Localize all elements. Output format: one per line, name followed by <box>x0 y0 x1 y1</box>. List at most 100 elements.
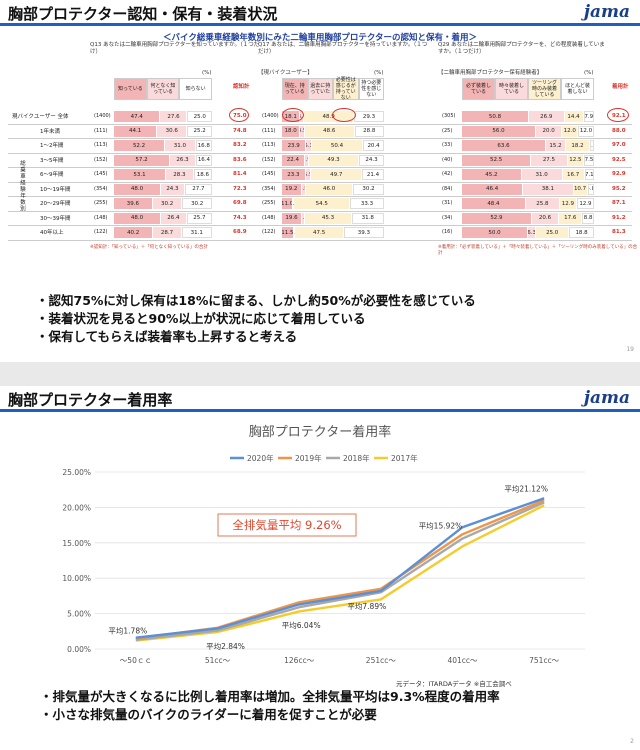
panel-0-question: Q13 あなたは二輪車用胸部プロテクターを知っていますか。（１つだけ） <box>90 42 260 55</box>
panel-1-seg-7-1: 3.4 <box>301 212 306 224</box>
bullet-2: ・装着状況を見ると90%以上が状況に応じて着用している <box>36 311 366 326</box>
annotation-0: 平均1.78% <box>108 625 147 635</box>
panel-0-seg-4-1: 28.3 <box>166 169 194 180</box>
xtick-label-0: ～50ｃｃ <box>120 656 152 665</box>
row-divider-0 <box>8 123 632 125</box>
panel-0-bar-6: 39.6 30.2 30.2 <box>114 198 212 209</box>
panel-0-total-8: 68.9 <box>233 229 247 235</box>
panel-2-seg-4-0: 45.2 <box>462 169 522 180</box>
series-line-3 <box>135 504 545 642</box>
panel-2-seg-2-1: 15.2 <box>545 140 566 151</box>
bullet-5: ・小さな排気量のバイクのライダーに着用を促すことが必要 <box>40 707 377 722</box>
panel-0-bar-7: 48.0 26.4 25.7 <box>114 212 212 224</box>
panel-0-seg-5-1: 24.3 <box>161 183 185 195</box>
panel-0-header-0: 知っている <box>114 78 147 100</box>
row-divider-5 <box>8 196 632 197</box>
panel-0-n-0: (1400) <box>94 113 111 119</box>
panel-0-bar-4: 53.1 28.3 18.6 <box>114 169 212 180</box>
panel-2-seg-8-0: 50.0 <box>462 227 528 238</box>
slide-1-bullets: ・認知75%に対し保有は18%に留まる、しかし約50%が必要性を感じている ・装… <box>36 292 476 346</box>
row-label-7: 30〜39年間 <box>40 215 71 222</box>
panel-0-header-1: 何となく知っている <box>146 78 180 100</box>
panel-1-n-2: (113) <box>262 142 276 148</box>
panel-1-seg-8-2: 47.5 <box>295 227 344 238</box>
legend-label-3: 2017年 <box>391 453 418 463</box>
jama-logo: jama <box>583 2 630 22</box>
panel-0-seg-3-2: 16.4 <box>195 154 212 166</box>
panel-0-seg-2-0: 52.2 <box>114 140 166 151</box>
panel-1-seg-2-3: 20.4 <box>363 140 384 151</box>
source-note: 元データ：ITARDAデータ ※自工会調べ <box>396 680 512 688</box>
panel-1-n-0: (1400) <box>262 113 279 119</box>
page-number-1: 19 <box>626 346 634 353</box>
panel-0-total-2: 83.2 <box>233 142 247 148</box>
panel-1-seg-0-3: 29.3 <box>354 111 384 122</box>
panel-1-header-1: 過去に持っていた <box>307 78 333 100</box>
ytick-label-1: 5.00% <box>67 610 91 619</box>
row-divider-4 <box>8 181 632 183</box>
panel-1-seg-4-1: 5.5 <box>305 169 312 180</box>
series-line-0 <box>135 497 545 639</box>
panel-2-seg-6-2: 12.9 <box>559 198 577 209</box>
panel-1-question: Q17 あなたは、二輪車用胸部プロテクターを持っていますか。（１つだけ） <box>258 42 428 55</box>
xtick-label-4: 401cc～ <box>447 656 478 665</box>
panel-0-n-2: (113) <box>94 142 108 148</box>
panel-1-seg-2-0: 23.9 <box>282 140 307 151</box>
panel-1-seg-1-0: 18.0 <box>282 125 301 137</box>
annotation-3: 平均7.89% <box>347 601 386 611</box>
panel-1-bar-4: 23.35.549.721.4 <box>282 169 384 180</box>
panel-0-n-1: (111) <box>94 127 108 134</box>
panel-0-total-6: 69.8 <box>233 200 247 206</box>
row-label-total: 現バイクユーザー 全体 <box>12 114 69 120</box>
panel-1-seg-8-3: 39.3 <box>343 227 384 238</box>
annotation-2: 平均6.04% <box>282 620 321 630</box>
panel-2-header-0: 必ず装着している <box>462 78 495 100</box>
row-divider-8 <box>8 239 632 241</box>
panel-0-pct: (%) <box>202 70 212 76</box>
slide-gap <box>0 362 640 386</box>
panel-1-seg-2-1: 5.3 <box>306 140 312 151</box>
panel-2-group: 【二輪車用胸部プロテクター保有経験者】 <box>438 70 543 76</box>
slide-1: 胸部プロテクター認知・保有・装着状況 jama ＜バイク総乗車経験年数別にみた二… <box>0 0 640 362</box>
row-label-4: 6〜9年間 <box>40 172 64 178</box>
panel-1-seg-7-2: 45.3 <box>305 212 352 224</box>
panel-2-seg-7-2: 17.6 <box>559 212 583 224</box>
panel-1-n-5: (354) <box>262 185 276 192</box>
annotation-5: 平均21.12% <box>504 483 548 493</box>
panel-2-n-6: (31) <box>442 200 453 206</box>
panel-2-seg-5-1: 38.1 <box>523 183 574 195</box>
vertical-years-label: 総乗車経験年数別 <box>19 160 25 212</box>
ytick-label-4: 20.00% <box>62 503 91 512</box>
panel-1-seg-6-2: 54.5 <box>294 198 351 209</box>
slide-1-header: 胸部プロテクター認知・保有・装着状況 jama <box>0 0 640 26</box>
panel-1-seg-4-2: 49.7 <box>311 169 363 180</box>
row-divider-3 <box>8 167 632 168</box>
panel-2-note: ※着用計：「必ず装着している」＋「時々装着している」＋「ツーリング時のみ装着して… <box>438 244 638 256</box>
panel-2-bar-8: 50.0 6.3 25.0 18.8 <box>462 227 594 238</box>
panel-0-seg-4-2: 18.6 <box>193 169 212 180</box>
panel-2-seg-5-2: 10.7 <box>573 183 588 195</box>
panel-0-bar-1: 44.1 30.6 25.2 <box>114 125 212 137</box>
panel-1-seg-4-0: 23.3 <box>282 169 306 180</box>
panel-2-total-7: 91.2 <box>612 214 626 221</box>
panel-1-seg-7-3: 31.8 <box>351 212 384 224</box>
panel-2-bar-4: 45.2 31.0 16.7 7.1 <box>462 169 594 180</box>
panel-2-total-5: 95.2 <box>612 185 626 192</box>
panel-1-n-3: (152) <box>262 156 276 163</box>
panel-0-seg-6-0: 39.6 <box>114 198 153 209</box>
highlight-circle-4 <box>607 108 629 122</box>
panel-1-seg-6-0: 11.0 <box>282 198 294 209</box>
slide-2-header: 胸部プロテクター着用率 jama <box>0 386 640 412</box>
jama-logo-2: jama <box>583 388 630 408</box>
panel-2-bar-0: 50.8 26.9 14.4 7.9 <box>462 111 594 122</box>
panel-1-bar-8: 11.51.647.539.3 <box>282 227 384 238</box>
panel-2-seg-3-0: 52.5 <box>462 154 532 166</box>
series-line-2 <box>135 501 545 641</box>
ytick-label-5: 25.00% <box>62 468 91 477</box>
panel-2-seg-8-1: 6.3 <box>527 227 537 238</box>
panel-0-seg-6-2: 30.2 <box>182 198 212 209</box>
panel-0-header-2: 知らない <box>179 78 212 100</box>
panel-2-n-3: (40) <box>442 156 453 163</box>
panel-0-n-4: (145) <box>94 171 108 177</box>
panel-0-seg-1-0: 44.1 <box>114 125 158 137</box>
